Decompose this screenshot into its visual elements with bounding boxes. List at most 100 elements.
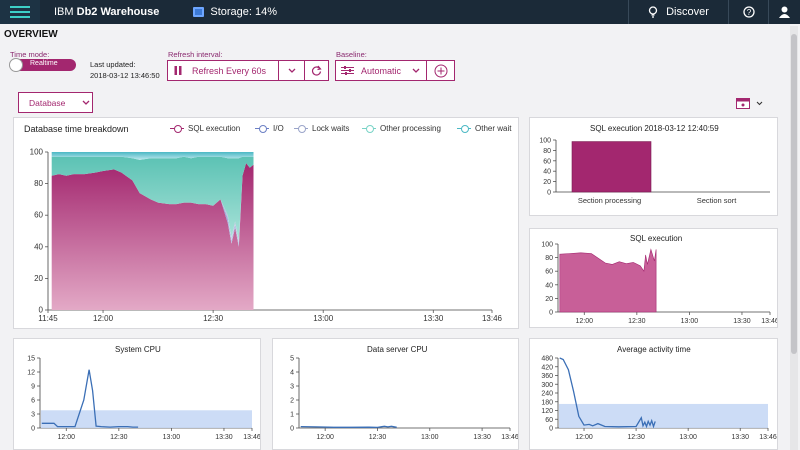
sql-exec-area-chart: 100 80 60 40 20 0 12:00 12:30 13:00 13:30 13:46 xyxy=(541,242,777,326)
x-category-label: Section processing xyxy=(578,196,641,205)
y-tick-label: 15 xyxy=(27,356,35,363)
pause-icon[interactable] xyxy=(168,66,188,75)
y-tick-label: 60 xyxy=(34,211,43,220)
view-select[interactable]: Database xyxy=(18,92,93,113)
data-server-cpu-chart: 5 4 3 2 1 0 12:00 12:30 13:00 13:30 13:46 xyxy=(290,356,518,442)
area-other-wait xyxy=(51,152,254,160)
x-tick-label: 13:46 xyxy=(761,318,777,325)
x-tick-label: 13:30 xyxy=(731,434,749,441)
y-tick-label: 80 xyxy=(34,179,43,188)
x-tick-label: 12:30 xyxy=(203,314,224,323)
baseline-select[interactable]: Automatic xyxy=(335,60,455,81)
time-mode-toggle[interactable]: Realtime xyxy=(9,58,76,72)
view-select-value: Database xyxy=(29,97,66,108)
discover-label: Discover xyxy=(666,6,709,18)
x-tick-label: 12:30 xyxy=(627,434,645,441)
legend-sql-execution[interactable]: SQL execution xyxy=(170,124,240,133)
toggle-knob xyxy=(9,58,23,72)
time-mode-label: Time mode: xyxy=(10,50,50,59)
time-mode-value: Realtime xyxy=(30,60,58,67)
y-tick-label: 100 xyxy=(30,148,44,157)
y-tick-label: 3 xyxy=(31,412,35,419)
x-tick-label: 13:30 xyxy=(473,434,491,441)
top-bar: IBM Db2 Warehouse Storage: 14% Discover … xyxy=(0,0,800,24)
legend-io[interactable]: I/O xyxy=(255,124,284,133)
y-tick-label: 20 xyxy=(34,274,43,283)
refresh-icon[interactable] xyxy=(304,61,328,80)
refresh-interval-select[interactable]: Refresh Every 60s xyxy=(167,60,329,81)
area-sql-execution xyxy=(51,163,254,310)
menu-icon[interactable] xyxy=(0,0,40,24)
data-server-cpu-title: Data server CPU xyxy=(367,345,428,354)
avg-activity-title: Average activity time xyxy=(617,345,691,354)
y-tick-label: 1 xyxy=(290,412,294,419)
sql-execution-area xyxy=(559,248,657,313)
x-tick-label: 13:30 xyxy=(215,434,233,441)
x-tick-label: 13:00 xyxy=(163,434,181,441)
x-tick-label: 12:00 xyxy=(316,434,334,441)
legend-other-wait[interactable]: Other wait xyxy=(457,124,511,133)
x-tick-label: 13:00 xyxy=(313,314,334,323)
y-tick-label: 2 xyxy=(290,398,294,405)
y-tick-label: 80 xyxy=(543,148,551,155)
system-cpu-chart: 15 12 9 6 3 0 12:00 12:30 13:00 13:30 13:46 xyxy=(27,356,260,442)
svg-text:?: ? xyxy=(746,8,751,17)
discover-button[interactable]: Discover xyxy=(628,0,728,24)
x-tick-label: 13:00 xyxy=(681,318,699,325)
y-tick-label: 420 xyxy=(541,364,553,371)
y-tick-label: 40 xyxy=(543,169,551,176)
x-tick-label: 12:00 xyxy=(575,434,593,441)
area-other-processing xyxy=(51,156,254,241)
x-tick-label: 13:00 xyxy=(679,434,697,441)
legend-lock-waits[interactable]: Lock waits xyxy=(294,124,349,133)
x-tick-label: 12:30 xyxy=(628,318,646,325)
bar-section-processing xyxy=(571,141,652,193)
chevron-down-icon[interactable] xyxy=(412,66,426,76)
x-tick-label: 13:46 xyxy=(501,434,518,441)
legend-other-processing[interactable]: Other processing xyxy=(362,124,441,133)
add-baseline-icon[interactable] xyxy=(426,61,454,80)
brand-name: Db2 Warehouse xyxy=(76,6,160,18)
data-server-cpu-card xyxy=(272,338,519,450)
x-tick-label: 13:46 xyxy=(759,434,777,441)
y-tick-label: 60 xyxy=(543,158,551,165)
series-line xyxy=(300,425,397,429)
x-tick-label: 12:00 xyxy=(93,314,114,323)
y-tick-label: 0 xyxy=(549,310,553,317)
y-tick-label: 4 xyxy=(290,370,294,377)
x-tick-label: 13:30 xyxy=(423,314,444,323)
x-tick-label: 13:30 xyxy=(733,318,751,325)
last-updated-value: 2018-03-12 13:46:50 xyxy=(90,71,160,80)
calendar-view-button[interactable] xyxy=(736,97,768,109)
y-tick-label: 0 xyxy=(549,426,553,433)
chevron-down-icon[interactable] xyxy=(278,61,304,80)
sql-exec-area-title: SQL execution xyxy=(630,234,683,243)
help-button[interactable]: ? xyxy=(728,0,768,24)
y-tick-label: 6 xyxy=(31,398,35,405)
scrollbar[interactable] xyxy=(790,26,798,450)
system-cpu-title: System CPU xyxy=(115,345,161,354)
user-icon xyxy=(779,6,790,18)
y-tick-label: 480 xyxy=(541,356,553,363)
y-tick-label: 0 xyxy=(290,426,294,433)
y-tick-label: 40 xyxy=(34,242,43,251)
sql-exec-bar-card xyxy=(529,117,778,216)
refresh-interval-label: Refresh interval: xyxy=(168,50,223,59)
storage-indicator[interactable]: Storage: 14% xyxy=(193,6,277,18)
y-tick-label: 0 xyxy=(547,190,551,197)
y-tick-label: 100 xyxy=(539,138,551,145)
db-time-title: Database time breakdown xyxy=(24,124,129,134)
sql-exec-bar-title: SQL execution 2018-03-12 12:40:59 xyxy=(590,124,719,133)
storage-icon xyxy=(193,7,205,17)
scrollbar-thumb[interactable] xyxy=(791,34,797,354)
user-button[interactable] xyxy=(768,0,800,24)
chevron-down-icon xyxy=(756,101,763,105)
series-line xyxy=(559,357,656,429)
baseline-value: Automatic xyxy=(361,65,402,76)
calendar-icon xyxy=(736,97,750,109)
chevron-down-icon xyxy=(82,100,90,105)
y-tick-label: 20 xyxy=(545,296,553,303)
y-tick-label: 12 xyxy=(27,370,35,377)
y-tick-label: 0 xyxy=(39,306,44,315)
